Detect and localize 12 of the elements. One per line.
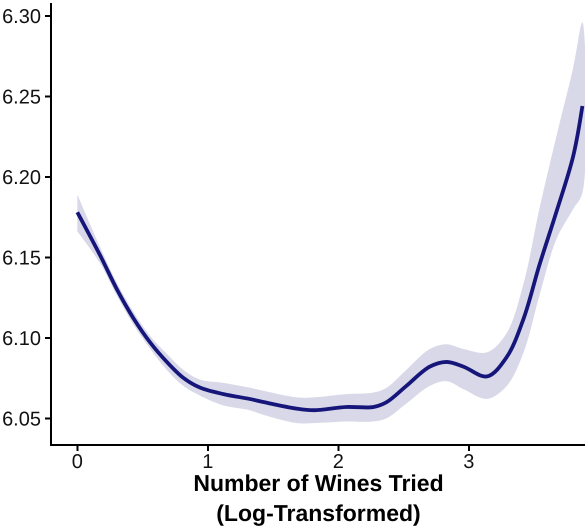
x-tick-label: 3 bbox=[463, 451, 474, 473]
y-tick-label: 6.25 bbox=[2, 86, 41, 108]
x-tick-label: 2 bbox=[332, 451, 344, 473]
y-tick-label: 6.10 bbox=[2, 328, 41, 350]
x-tick-label: 0 bbox=[72, 451, 83, 473]
y-tick-label: 6.30 bbox=[2, 6, 41, 28]
x-tick-label: 1 bbox=[202, 451, 214, 473]
x-axis-title: Number of Wines Tried (Log-Transformed) bbox=[193, 470, 444, 526]
y-tick-label: 6.20 bbox=[2, 166, 41, 189]
line-series bbox=[75, 104, 584, 412]
y-tick-label: 6.15 bbox=[2, 247, 41, 270]
y-tick-label: 6.05 bbox=[2, 408, 41, 430]
